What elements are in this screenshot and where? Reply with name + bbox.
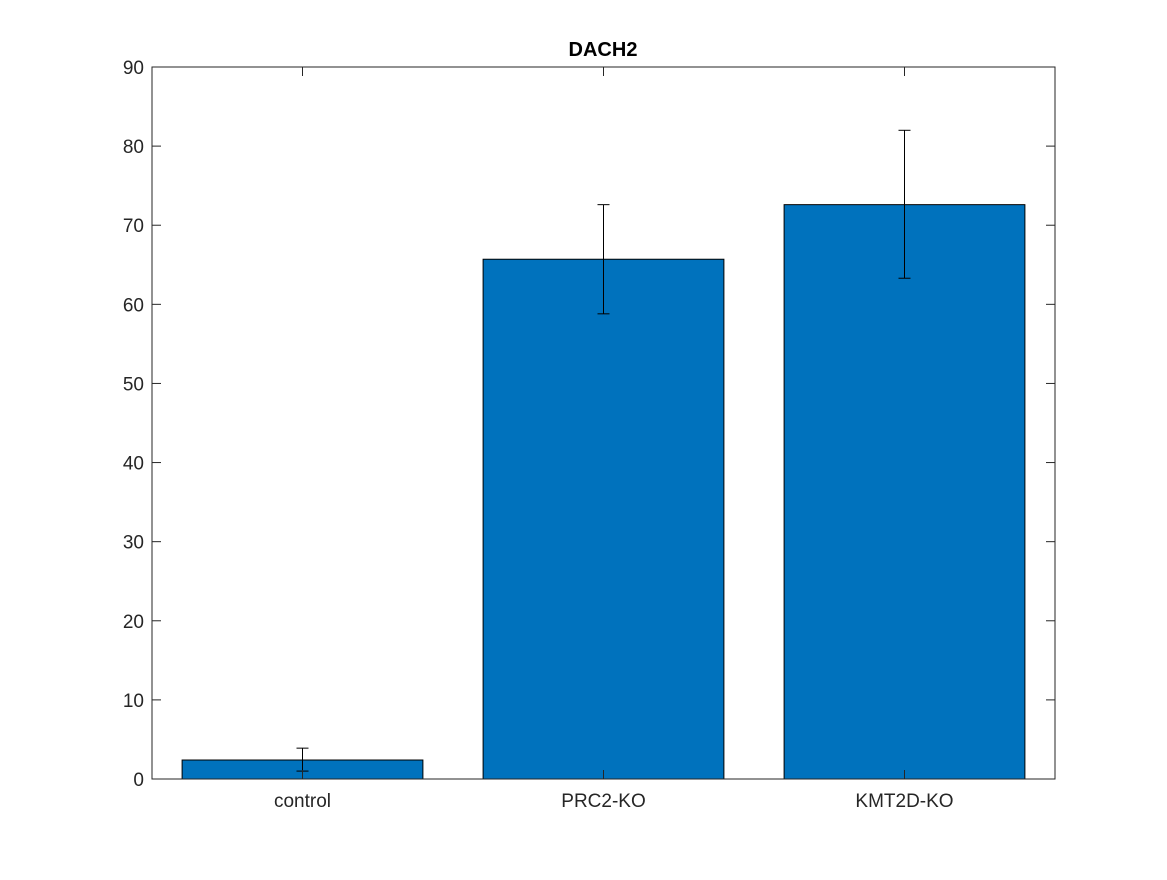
y-tick-label: 20 xyxy=(123,612,144,633)
x-tick-label-KMT2D-KO: KMT2D-KO xyxy=(855,791,953,812)
error-bar-PRC2-KO xyxy=(597,204,610,315)
bars-layer xyxy=(181,204,1026,780)
y-tick-label: 50 xyxy=(123,374,144,395)
y-axis: 0 10 20 30 40 50 60 70 80 90 xyxy=(123,58,1055,791)
y-tick-label: 60 xyxy=(123,295,144,316)
y-tick-label: 70 xyxy=(123,216,144,237)
y-tick-label: 40 xyxy=(123,454,144,475)
chart-title: DACH2 xyxy=(569,39,638,61)
bar-KMT2D-KO xyxy=(783,204,1026,780)
y-tick-label: 80 xyxy=(123,137,144,158)
x-tick-label-control: control xyxy=(274,791,331,812)
x-axis: control PRC2-KO KMT2D-KO xyxy=(274,67,954,812)
y-tick-label: 10 xyxy=(123,691,144,712)
y-tick-label: 90 xyxy=(123,58,144,79)
error-bars-layer xyxy=(296,129,911,772)
y-tick-label: 30 xyxy=(123,533,144,554)
y-tick-label: 0 xyxy=(133,770,144,791)
error-bar-KMT2D-KO xyxy=(898,129,911,279)
x-tick-label-PRC2-KO: PRC2-KO xyxy=(561,791,645,812)
bar-PRC2-KO xyxy=(482,258,725,780)
